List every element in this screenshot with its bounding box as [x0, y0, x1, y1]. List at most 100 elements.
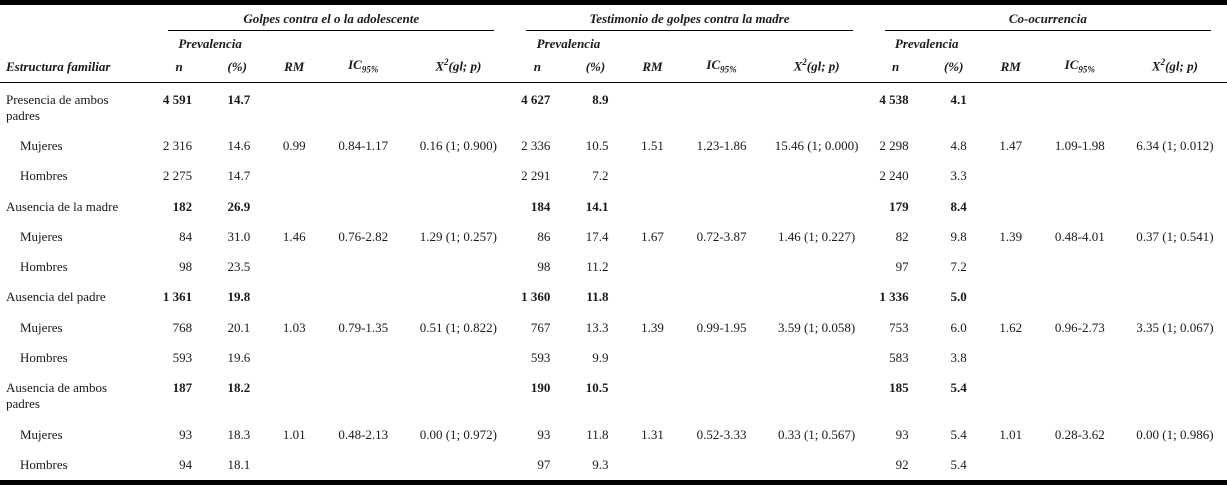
cell-x2: [1123, 282, 1227, 312]
cell-pct: 5.4: [950, 426, 967, 442]
cell-ic: [679, 82, 765, 131]
cell-rm: [626, 450, 678, 483]
cell-ic: 0.48-4.01: [1054, 228, 1105, 244]
cell-pct: 9.9: [592, 349, 609, 365]
cell-rm: 1.39: [641, 319, 664, 335]
cell-pct: 26.9: [227, 198, 251, 214]
cell-x2: 0.33 (1; 0.567): [777, 426, 856, 442]
cell-rm: 1.67: [641, 228, 664, 244]
cell-rm: 1.51: [641, 138, 664, 154]
cell-pct: 20.1: [227, 319, 251, 335]
cell-rm: [268, 450, 320, 483]
col-ic95: IC95%: [678, 54, 765, 83]
cell-ic: 0.72-3.87: [696, 228, 747, 244]
cell-n: 184: [530, 198, 551, 214]
cell-x2: [406, 82, 510, 131]
cell-ic: [1037, 343, 1123, 373]
row-label: Presencia de ambos padres: [6, 91, 109, 123]
cell-pct: 19.6: [227, 349, 251, 365]
cell-x2: [1123, 343, 1227, 373]
cell-n: 2 240: [879, 168, 909, 184]
cell-n: 97: [537, 456, 551, 472]
col-rm: RM: [268, 54, 321, 83]
cell-n: 593: [172, 349, 193, 365]
cell-pct: 31.0: [227, 228, 251, 244]
row-label: Mujeres: [20, 319, 63, 335]
table-body: Presencia de ambos padres 4 591 14.7 4 627 8…: [0, 82, 1227, 483]
cell-rm: 1.01: [999, 426, 1023, 442]
cell-ic: [320, 192, 406, 222]
cell-x2: [1123, 252, 1227, 282]
cell-n: 2 316: [162, 138, 193, 154]
group-title-co-ocurrencia: Co-ocurrencia: [869, 3, 1227, 31]
cell-ic: [679, 252, 765, 282]
cell-rm: 1.46: [282, 228, 306, 244]
cell-n: 2 275: [162, 168, 193, 184]
cell-ic: [320, 450, 406, 483]
cell-n: 97: [895, 259, 909, 275]
col-rm: RM: [626, 54, 679, 83]
cell-rm: 1.31: [641, 426, 664, 442]
cell-pct: 18.2: [227, 380, 251, 396]
cell-rm: 0.99: [282, 138, 306, 154]
cell-n: 86: [537, 228, 551, 244]
table-row: Ausencia de la madre 182 26.9 184 14.1 179 8.4: [0, 192, 1227, 222]
cell-pct: 11.8: [586, 289, 609, 305]
cell-pct: 8.9: [592, 91, 609, 107]
cell-ic: [679, 343, 765, 373]
cell-n: 93: [537, 426, 551, 442]
cell-rm: [985, 343, 1037, 373]
cell-x2: [1123, 161, 1227, 191]
cell-rm: [268, 282, 320, 312]
col-ic95: IC95%: [320, 54, 407, 83]
row-label: Mujeres: [20, 138, 63, 154]
cell-n: 93: [895, 426, 909, 442]
cell-pct: 9.3: [592, 456, 609, 472]
row-label: Hombres: [20, 349, 68, 365]
cell-ic: [320, 252, 406, 282]
cell-pct: 5.4: [950, 380, 967, 396]
cell-x2: 15.46 (1; 0.000): [774, 138, 859, 154]
row-header-estructura-familiar: Estructura familiar: [0, 2, 153, 83]
row-label: Ausencia de la madre: [6, 198, 119, 214]
group-title-testimonio-golpes-madre: Testimonio de golpes contra la madre: [510, 3, 868, 31]
cell-n: 4 538: [879, 91, 909, 107]
cell-x2: [1123, 450, 1227, 483]
col-rm: RM: [984, 54, 1037, 83]
table-row: Presencia de ambos padres 4 591 14.7 4 627 8…: [0, 82, 1227, 131]
row-label: Hombres: [20, 259, 68, 275]
col-pct: (%): [206, 54, 269, 83]
cell-rm: [268, 161, 320, 191]
cell-x2: [765, 161, 869, 191]
cell-pct: 10.5: [585, 380, 609, 396]
table-row: Mujeres 768 20.1 1.03 0.79-1.35 0.51 (1; 0.82…: [0, 313, 1227, 343]
cell-x2: 6.34 (1; 0.012): [1136, 138, 1214, 154]
cell-ic: [1037, 161, 1123, 191]
cell-n: 1 336: [879, 289, 909, 305]
cell-ic: [320, 161, 406, 191]
cell-x2: 3.59 (1; 0.058): [777, 319, 856, 335]
cell-ic: 0.52-3.33: [696, 426, 747, 442]
cell-pct: 10.5: [585, 138, 609, 154]
cell-pct: 23.5: [227, 259, 251, 275]
cell-x2: [765, 252, 869, 282]
cell-rm: [626, 373, 678, 420]
cell-rm: [985, 82, 1037, 131]
cell-n: 84: [179, 228, 193, 244]
cell-pct: 8.4: [950, 198, 967, 214]
cell-x2: 3.35 (1; 0.067): [1136, 319, 1214, 335]
cell-pct: 11.8: [586, 426, 609, 442]
row-label: Mujeres: [20, 228, 63, 244]
cell-ic: 1.23-1.86: [696, 138, 747, 154]
cell-rm: 1.62: [999, 319, 1023, 335]
cell-rm: [626, 252, 678, 282]
cell-pct: 18.1: [227, 456, 251, 472]
col-x2-gl-p: X2(gl; p): [764, 54, 869, 83]
cell-rm: [626, 343, 678, 373]
table-row: Hombres 593 19.6 593 9.9 583 3.8: [0, 343, 1227, 373]
cell-ic: [679, 282, 765, 312]
cell-rm: [985, 192, 1037, 222]
cell-pct: 3.8: [950, 349, 967, 365]
